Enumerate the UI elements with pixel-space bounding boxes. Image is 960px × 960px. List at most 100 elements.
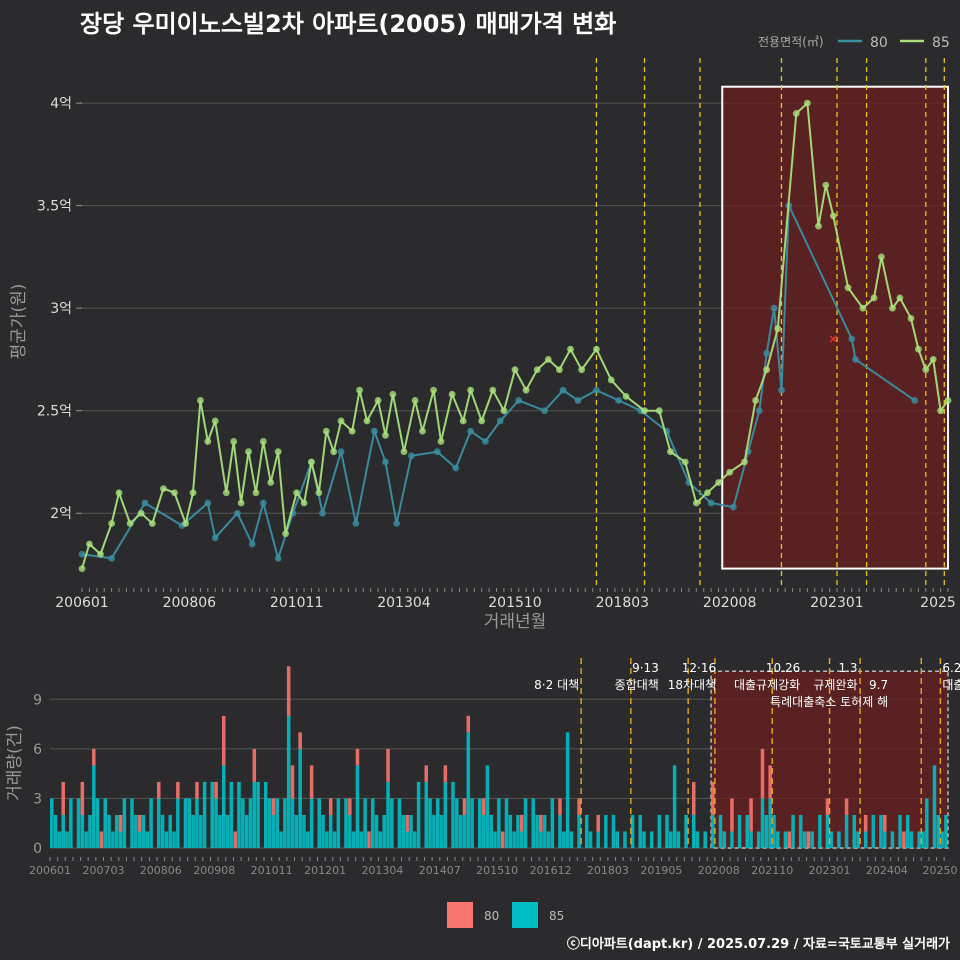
bar-85 <box>416 781 421 848</box>
series-line-80 <box>81 205 916 562</box>
bar-85 <box>283 798 287 848</box>
bar-85 <box>565 732 570 848</box>
legend-label-85: 85 <box>932 35 950 51</box>
data-point-85 <box>889 304 896 312</box>
bar-80 <box>577 798 581 815</box>
bar-85 <box>95 798 100 848</box>
data-point-85 <box>667 448 674 456</box>
data-point-85 <box>704 489 711 497</box>
bar-80 <box>309 765 314 799</box>
data-point-85 <box>544 356 552 363</box>
bar-80 <box>118 814 123 832</box>
bar-85 <box>405 831 409 848</box>
data-point-85 <box>877 253 885 261</box>
bar-85 <box>248 798 253 848</box>
bar-85 <box>489 814 493 848</box>
bar-85 <box>191 814 195 848</box>
y-tick-label: 3.5억 <box>37 199 72 215</box>
bar-85 <box>657 814 662 848</box>
data-point-80 <box>729 503 737 511</box>
bar-85 <box>413 831 417 848</box>
bar-85 <box>584 814 589 848</box>
legend-swatch-85 <box>512 902 538 928</box>
bar-85 <box>718 814 723 848</box>
bar-80 <box>298 732 302 749</box>
bar-80 <box>863 814 868 832</box>
bar-80 <box>520 814 524 832</box>
data-point-80 <box>755 407 763 415</box>
data-point-85 <box>681 458 689 466</box>
data-point-85 <box>929 356 937 363</box>
bar-85 <box>504 798 509 848</box>
bar-85 <box>439 814 444 848</box>
bar-85 <box>542 814 547 848</box>
bar-85 <box>772 814 776 848</box>
bar-80 <box>691 781 696 815</box>
x-tick-label: 201304 <box>361 864 403 877</box>
legend-swatch-80 <box>447 902 473 928</box>
bar-85 <box>141 814 146 848</box>
marker <box>829 335 837 343</box>
bar-80 <box>768 765 772 799</box>
bar-85 <box>294 814 299 848</box>
data-point-80 <box>382 458 389 466</box>
data-point-80 <box>352 520 360 527</box>
data-point-80 <box>770 304 778 312</box>
bar-85 <box>130 798 134 848</box>
bar-85 <box>118 831 123 848</box>
data-point-85 <box>211 417 219 425</box>
data-point-85 <box>108 520 116 527</box>
bar-85 <box>703 831 707 848</box>
bar-85 <box>344 798 348 848</box>
data-point-85 <box>160 485 167 493</box>
bar-80 <box>233 831 237 848</box>
bar-85 <box>455 798 459 848</box>
bar-85 <box>80 814 85 848</box>
bar-80 <box>367 831 371 848</box>
legend-label-80: 80 <box>484 909 499 923</box>
data-point-80 <box>559 386 567 394</box>
bar-85 <box>107 814 111 848</box>
bar-80 <box>176 781 180 799</box>
bar-85 <box>149 798 153 848</box>
bar-85 <box>263 781 268 848</box>
data-point-85 <box>300 499 308 507</box>
bar-85 <box>932 765 937 848</box>
bar-80 <box>99 831 104 848</box>
bar-85 <box>512 831 516 848</box>
data-point-85 <box>870 294 878 302</box>
bar-85 <box>199 814 203 848</box>
data-point-80 <box>370 427 378 435</box>
data-point-85 <box>578 366 586 374</box>
bar-85 <box>493 831 497 848</box>
data-point-85 <box>467 386 474 394</box>
x-tick-label: 201612 <box>530 864 572 877</box>
bar-85 <box>168 814 172 848</box>
x-tick-label: 202301 <box>809 864 851 877</box>
bar-85 <box>749 831 753 848</box>
data-point-80 <box>337 448 345 456</box>
bar-80 <box>500 831 505 848</box>
bar-85 <box>665 814 669 848</box>
volume-chart: 0 3 6 9 8·2 대책 9·13 종합대책 12·16 18차대책 10.26 대출규제강화 1… <box>5 658 960 928</box>
bar-80 <box>348 798 352 815</box>
data-point-85 <box>252 489 260 497</box>
bar-85 <box>722 831 727 848</box>
bar-85 <box>802 831 807 848</box>
bar-85 <box>378 831 383 848</box>
bar-85 <box>520 831 524 848</box>
data-point-85 <box>382 431 389 439</box>
bar-85 <box>756 831 761 848</box>
policy-annotation: 특례대출축소 토허제 해 <box>770 695 888 709</box>
data-point-85 <box>607 376 615 384</box>
bar-85 <box>328 814 333 848</box>
x-tick-label: 202301 <box>810 595 863 611</box>
bar-85 <box>271 814 276 848</box>
x-tick-label: 201304 <box>377 595 431 611</box>
bar-85 <box>122 798 127 848</box>
bar-80 <box>386 748 390 782</box>
bar-85 <box>898 814 902 848</box>
bar-80 <box>92 748 96 766</box>
data-point-85 <box>944 397 952 404</box>
data-point-85 <box>197 397 204 404</box>
